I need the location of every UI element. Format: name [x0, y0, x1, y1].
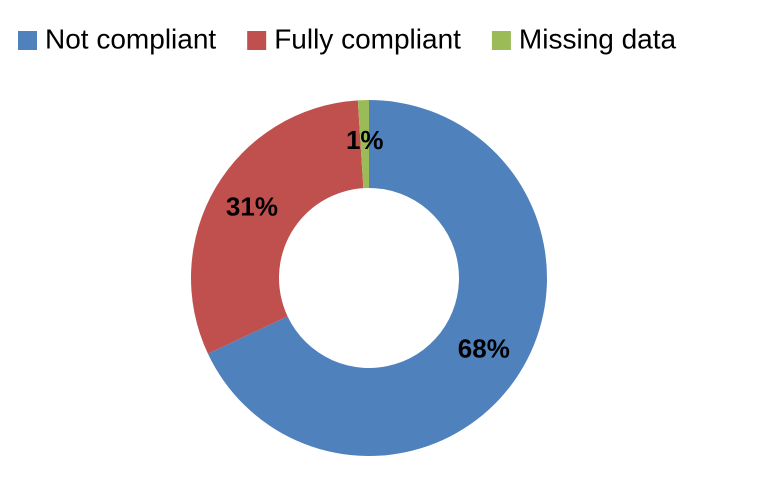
legend-swatch — [18, 31, 37, 50]
slice-label: 31% — [226, 192, 278, 222]
legend-label: Not compliant — [45, 23, 216, 54]
legend-label: Missing data — [519, 23, 677, 54]
legend-swatch — [247, 31, 267, 50]
donut-slice — [357, 100, 369, 189]
legend-label: Fully compliant — [274, 23, 461, 54]
donut-slice — [191, 100, 364, 354]
legend-swatch — [491, 31, 511, 50]
slice-label: 1% — [346, 125, 384, 155]
donut-slice — [207, 100, 547, 456]
slice-label: 68% — [458, 334, 510, 364]
